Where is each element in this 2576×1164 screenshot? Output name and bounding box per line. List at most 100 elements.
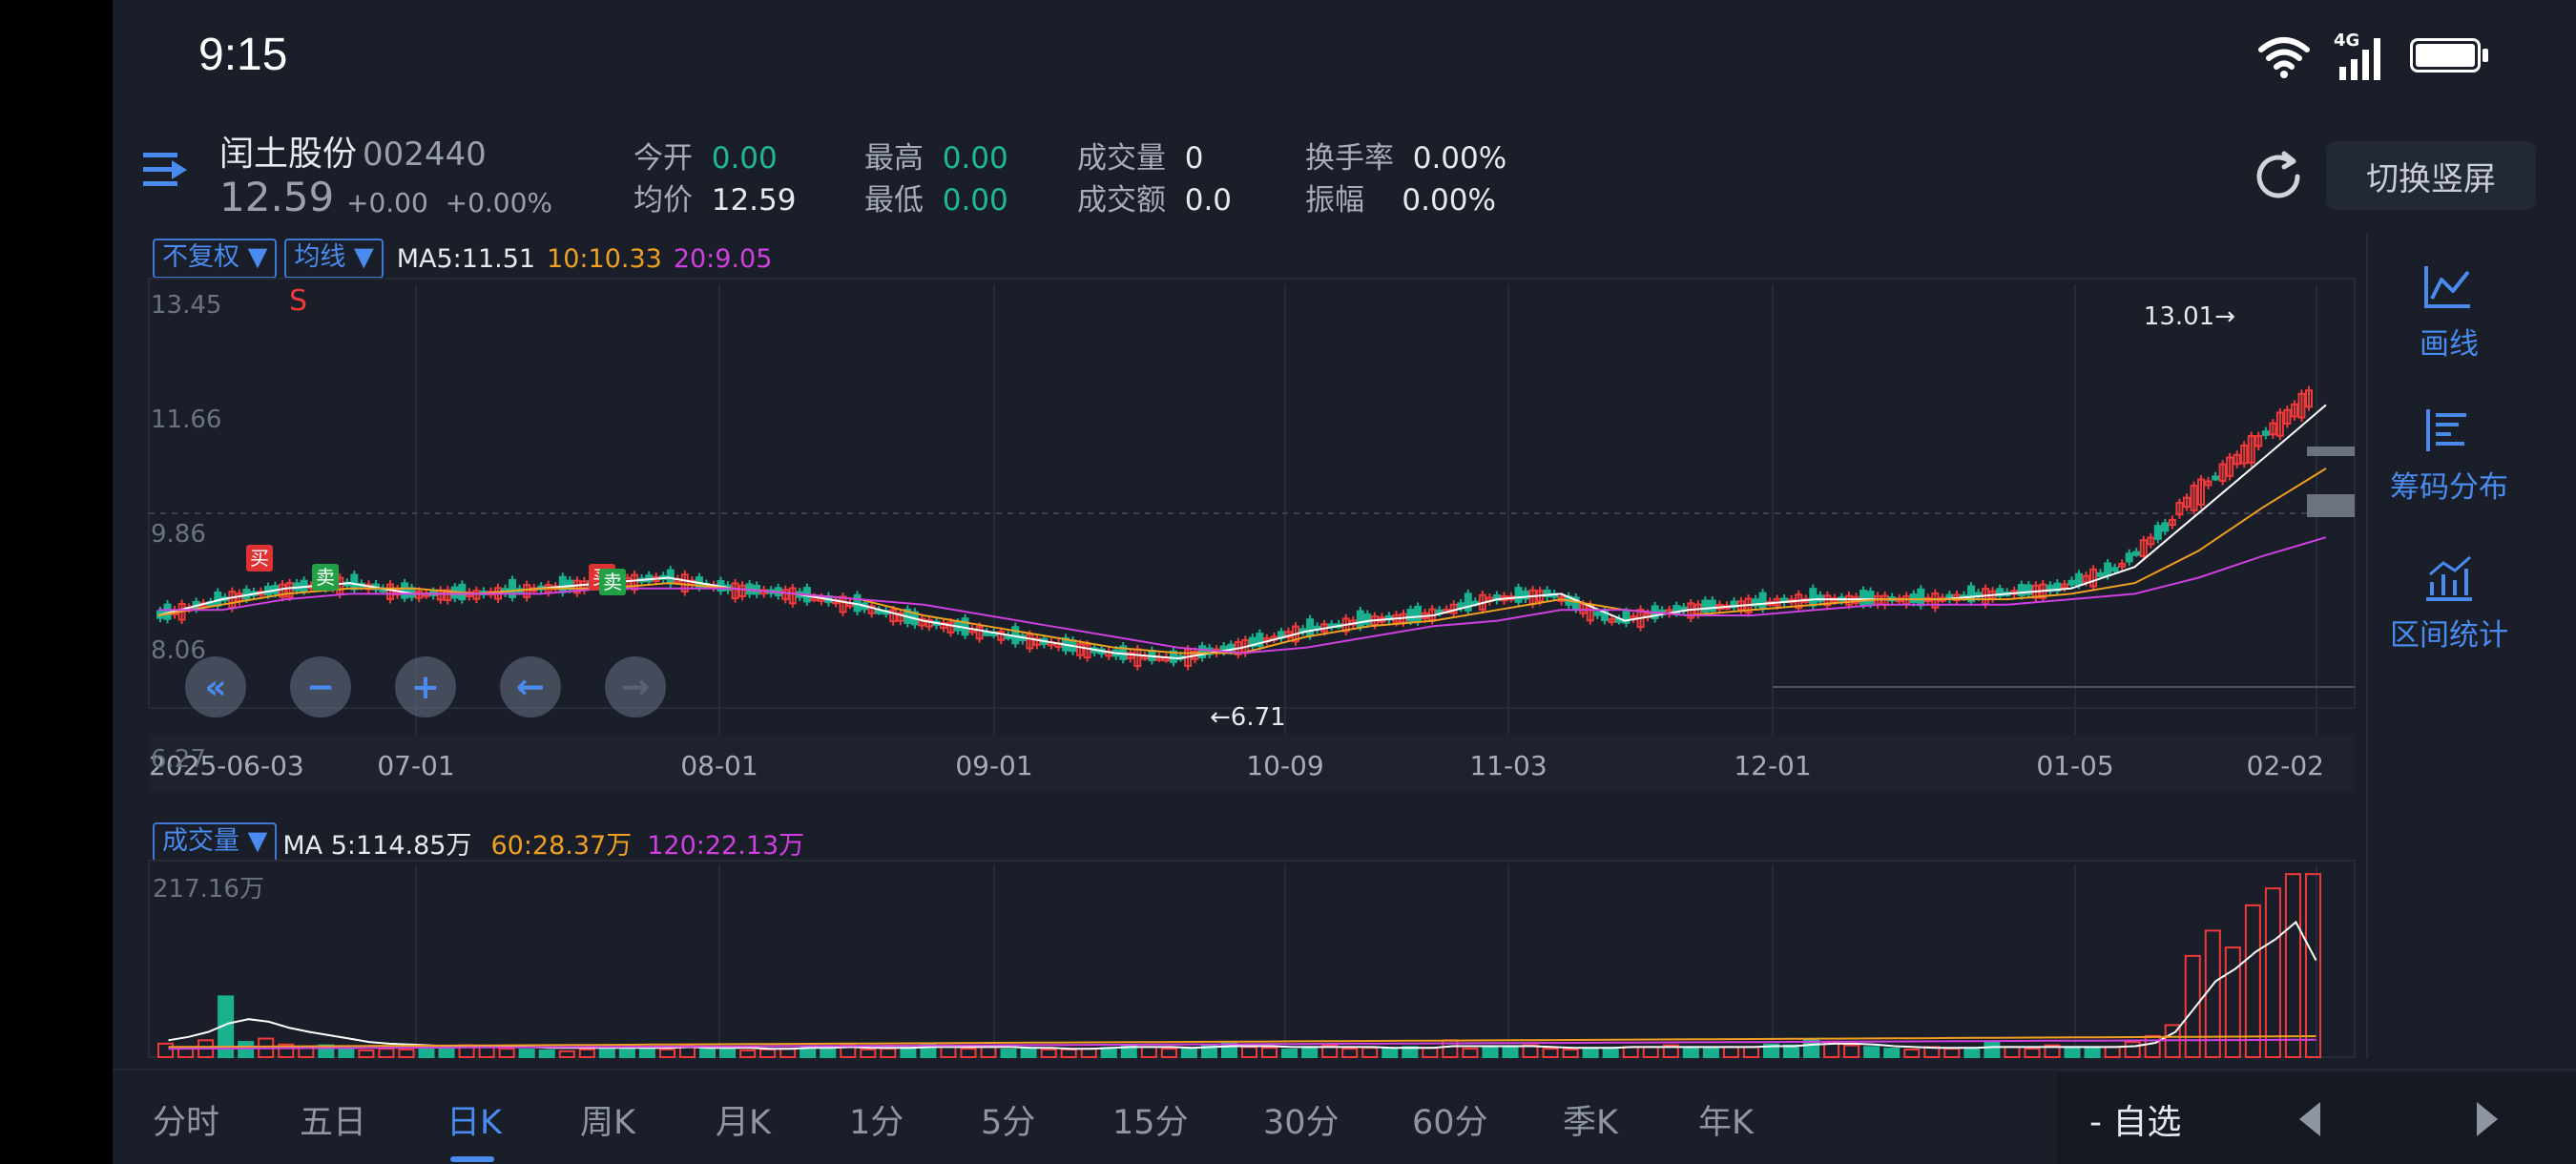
candle-body [738,584,747,597]
switch-portrait-button[interactable]: 切换竖屏 [2326,141,2536,210]
quote-turnover: 换手率 0.00% [1305,134,1506,177]
candle-body [1026,634,1034,650]
candle-body [1917,588,1925,607]
stock-name-line[interactable]: 闰土股份 002440 [219,126,487,176]
candle-body [386,583,395,600]
volume-bar [678,1044,696,1058]
candle-body [2275,411,2284,437]
candle-body [1543,589,1551,598]
quote-volume: 成交量 0 [1077,134,1203,177]
candle-body [1198,645,1207,658]
candle-body [2074,572,2083,586]
quote-open: 今开 0.00 [634,134,778,177]
candle-body [558,575,567,593]
move-right-button[interactable]: → [605,656,666,717]
zoom-in-button[interactable]: + [395,656,456,717]
tab-daily-k[interactable]: 日K [447,1104,502,1142]
candle-body [1126,652,1134,659]
volume-bar [1803,1039,1820,1058]
refresh-icon[interactable] [2250,148,2307,205]
candlestick-chart[interactable]: 2025-06-03 07-01 08-01 09-01 10-09 11-03 12-01… [113,277,2364,811]
volume-plot-frame [148,860,2356,1058]
tab-60min[interactable]: 60分 [1412,1104,1488,1142]
quote-amount: 成交额 0.0 [1077,176,1232,218]
chip-distribution-label: 筹码分布 [2390,470,2508,505]
range-stats-tool[interactable]: 区间统计 [2368,553,2530,654]
volume-bar [1602,1047,1619,1058]
candle-body [1701,599,1710,613]
candle-body [867,605,876,614]
watchlist-button[interactable]: - 自选 [2089,1103,2182,1142]
ma-type-select[interactable]: 均线 ▼ [284,239,384,279]
volume-bar [2144,1034,2161,1059]
candle-body [1967,585,1976,603]
tab-yearly-k[interactable]: 年K [1698,1104,1754,1142]
draw-line-tool[interactable]: 画线 [2368,262,2530,363]
candle-body [918,617,926,627]
candle-body [2233,453,2241,466]
prev-stock-icon[interactable] [2296,1100,2324,1138]
candle-body [1931,592,1940,609]
x-axis-band [149,735,2355,792]
tab-weekly-k[interactable]: 周K [580,1104,635,1142]
volume-bar [538,1049,555,1059]
candle-body [2283,408,2292,425]
trade-badge [312,564,339,591]
tab-timeshare[interactable]: 分时 [153,1104,220,1142]
quote-high: 最高 0.00 [864,134,1008,177]
move-left-button[interactable]: ← [500,656,561,717]
volume-bar [2084,1047,2101,1058]
candle-body [2240,444,2249,465]
candle-body [1579,603,1588,614]
menu-icon[interactable] [141,143,189,200]
ma-line-ma20 [158,536,2327,655]
volume-bar [238,1041,255,1058]
candle-body [2175,502,2184,516]
tab-monthly-k[interactable]: 月K [716,1104,771,1142]
tab-15min[interactable]: 15分 [1112,1104,1189,1142]
volume-bar [1682,1047,1699,1058]
candle-body [2147,536,2155,546]
candle-body [2132,551,2141,556]
volume-bar [2044,1044,2061,1058]
chart-toolbar: 不复权 ▼ 均线 ▼ MA5:11.51 10:10.33 20:9.05 [153,239,772,279]
tab-five-day[interactable]: 五日 [300,1104,367,1142]
quote-low: 最低 0.00 [864,176,1008,218]
volume-bar [2244,904,2261,1058]
indicator-select[interactable]: 成交量 ▼ [153,822,278,863]
volume-bar [1261,1047,1278,1058]
quote-avg: 均价 12.59 [634,176,796,218]
tab-quarterly-k[interactable]: 季K [1563,1104,1618,1142]
candle-body [2290,403,2298,418]
candle-body [1866,591,1875,605]
next-stock-icon[interactable] [2473,1100,2502,1138]
volume-bar [1281,1049,1298,1059]
active-tab-indicator [450,1156,494,1162]
x-tick-label: 01-05 [2036,750,2113,781]
chip-distribution-tool[interactable]: 筹码分布 [2368,405,2530,506]
zoom-out-button[interactable]: − [290,656,351,717]
tab-1min[interactable]: 1分 [849,1104,904,1142]
fast-back-button[interactable]: « [185,656,246,717]
tab-5min[interactable]: 5分 [981,1104,1036,1142]
candle-body [1256,633,1264,647]
candle-body [472,590,481,600]
trade-badge-label: 卖 [316,566,335,589]
avg-value: 12.59 [711,183,797,218]
candle-body [2110,567,2119,572]
adjust-select[interactable]: 不复权 ▼ [153,239,278,279]
volume-bar [1100,1047,1117,1058]
candle-body [2153,525,2162,540]
ma5-legend: MA5:11.51 [396,243,536,274]
volume-chart[interactable]: 217.16万 [113,859,2364,1064]
volume-bar [960,1048,977,1059]
tab-30min[interactable]: 30分 [1263,1104,1340,1142]
candle-body [2053,582,2062,592]
volume-bar [2284,873,2301,1058]
candle-body [1032,637,1041,646]
candle-body [2226,456,2234,477]
chart-zoom-controls: « − + ← → [185,656,666,717]
volume-bar [1040,1049,1057,1059]
volume-bar [1462,1048,1479,1059]
y-tick-label: 11.66 [151,405,221,434]
